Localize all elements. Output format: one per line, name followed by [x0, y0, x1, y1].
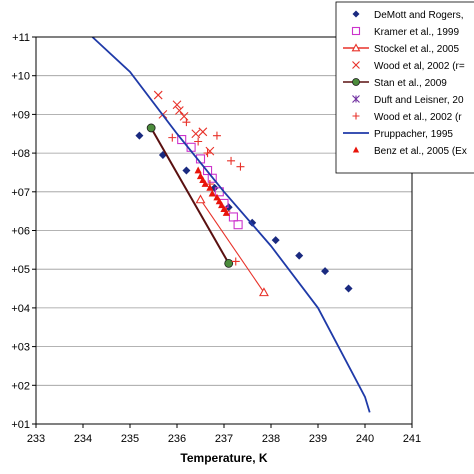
- data-point-square: [207, 173, 217, 183]
- data-point-triangle: [194, 166, 202, 174]
- data-point-x: [352, 61, 360, 69]
- legend-item: Benz et al., 2005 (Ex: [352, 146, 467, 157]
- x-tick-label: 240: [356, 433, 374, 445]
- data-point-asterisk: [352, 95, 360, 103]
- axis-ticks: +01 +02 +03 +04 +05 +06 +07 +08 +09 +10 +11 233 234 2…: [11, 32, 421, 445]
- legend-label: Wood et al, 2002 (r=: [374, 61, 465, 72]
- data-point-diamond: [182, 166, 191, 175]
- series-2: [195, 194, 269, 297]
- y-tick-label: +09: [11, 109, 30, 121]
- x-tick-label: 238: [262, 433, 280, 445]
- data-point-diamond: [352, 10, 360, 18]
- data-point-circle: [146, 123, 156, 133]
- x-tick-label: 233: [27, 433, 45, 445]
- y-tick-label: +04: [11, 303, 30, 315]
- legend-label: Pruppacher, 1995: [374, 129, 453, 140]
- y-tick-label: +02: [11, 380, 30, 392]
- y-tick-label: +05: [11, 264, 30, 276]
- data-point-square: [228, 212, 238, 222]
- data-point-x: [198, 127, 208, 137]
- data-point-triangle: [259, 287, 269, 297]
- data-point-plus: [212, 131, 221, 140]
- y-tick-label: +08: [11, 148, 30, 160]
- data-point-diamond: [135, 131, 144, 140]
- legend-item: Wood et al., 2002 (r: [352, 112, 462, 123]
- legend-label: Stan et al., 2009: [374, 78, 447, 89]
- data-point-square: [203, 165, 213, 176]
- series-line: [150, 127, 230, 264]
- data-point-plus: [227, 156, 236, 165]
- x-tick-label: 236: [168, 433, 186, 445]
- legend-item: DeMott and Rogers,: [352, 10, 464, 21]
- series-4: [146, 123, 234, 268]
- y-tick-label: +11: [12, 32, 30, 44]
- x-tick-label: 241: [403, 433, 421, 445]
- x-tick-label: 235: [121, 433, 139, 445]
- series-line: [200, 199, 265, 293]
- data-point-diamond: [295, 251, 304, 260]
- series-8: [194, 166, 230, 216]
- data-point-plus: [236, 162, 245, 171]
- data-point-plus: [203, 149, 212, 158]
- data-point-x: [153, 90, 163, 100]
- series-7: [91, 36, 371, 413]
- data-point-triangle: [351, 43, 361, 52]
- y-tick-label: +10: [11, 71, 30, 83]
- x-axis-title: Temperature, K: [180, 451, 267, 465]
- data-point-triangle: [208, 189, 216, 197]
- data-point-diamond: [271, 236, 280, 245]
- legend-label: Wood et al., 2002 (r: [374, 112, 462, 123]
- y-tick-label: +03: [11, 342, 30, 354]
- data-point-triangle: [222, 209, 230, 216]
- y-tick-label: +01: [11, 419, 30, 431]
- legend-item: Wood et al, 2002 (r=: [352, 61, 465, 72]
- legend-label: Kramer et al., 1999: [374, 27, 459, 38]
- data-point-plus: [182, 118, 191, 127]
- data-point-triangle: [195, 194, 206, 204]
- data-point-triangle: [201, 180, 209, 187]
- legend: DeMott and Rogers, Kramer et al., 1999 Sto…: [335, 1, 474, 174]
- legend-item: Pruppacher, 1995: [343, 129, 453, 140]
- x-tick-label: 237: [215, 433, 233, 445]
- data-point-triangle: [352, 146, 360, 153]
- data-point-square: [233, 220, 243, 230]
- data-point-triangle: [206, 183, 214, 191]
- y-tick-label: +06: [11, 226, 30, 238]
- data-point-circle: [224, 258, 234, 268]
- data-point-circle: [352, 78, 360, 86]
- data-point-diamond: [344, 284, 353, 293]
- data-point-plus: [231, 257, 240, 266]
- data-point-plus: [352, 112, 360, 120]
- legend-item: Stockel et al., 2005: [343, 43, 459, 55]
- legend-label: DeMott and Rogers,: [374, 10, 464, 21]
- data-point-x: [172, 100, 182, 110]
- data-point-plus: [168, 133, 177, 142]
- y-tick-label: +07: [11, 187, 30, 199]
- x-tick-label: 239: [309, 433, 327, 445]
- legend-item: Duft and Leisner, 20: [352, 95, 464, 106]
- data-point-plus: [194, 137, 203, 146]
- data-point-diamond: [321, 267, 330, 276]
- series-line: [91, 36, 371, 413]
- legend-label: Stockel et al., 2005: [374, 44, 459, 55]
- legend-item: Kramer et al., 1999: [351, 26, 459, 38]
- legend-item: Stan et al., 2009: [343, 78, 447, 89]
- plot-series: [91, 36, 371, 413]
- legend-label: Benz et al., 2005 (Ex: [374, 146, 467, 157]
- x-tick-label: 234: [74, 433, 92, 445]
- legend-label: Duft and Leisner, 20: [374, 95, 464, 106]
- data-point-x: [174, 106, 184, 115]
- data-point-square: [177, 135, 187, 145]
- data-point-square: [351, 26, 361, 36]
- data-point-x: [191, 129, 201, 139]
